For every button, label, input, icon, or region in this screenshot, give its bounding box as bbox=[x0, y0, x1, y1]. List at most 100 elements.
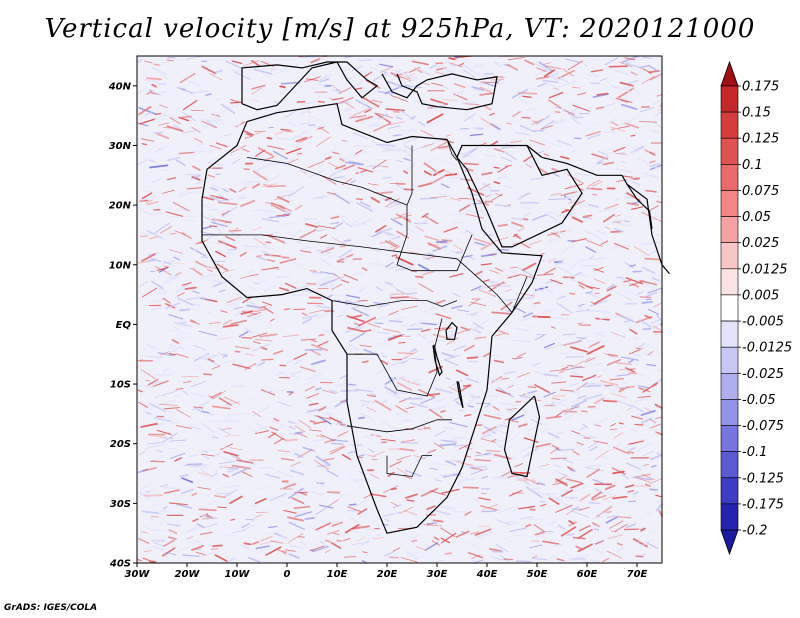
downdraft-streak bbox=[254, 485, 272, 491]
downdraft-streak bbox=[592, 479, 606, 485]
downdraft-streak bbox=[556, 139, 572, 147]
downdraft-streak bbox=[366, 234, 382, 239]
downdraft-streak bbox=[487, 280, 503, 285]
updraft-streak bbox=[433, 442, 445, 450]
downdraft-streak bbox=[628, 114, 640, 123]
sudan-border bbox=[396, 205, 473, 272]
downdraft-streak bbox=[242, 245, 260, 248]
updraft-streak bbox=[399, 506, 413, 514]
updraft-streak bbox=[212, 544, 223, 548]
downdraft-streak bbox=[359, 412, 374, 420]
updraft-streak bbox=[432, 169, 445, 177]
updraft-streak bbox=[234, 227, 239, 231]
downdraft-streak bbox=[540, 285, 554, 295]
updraft-streak bbox=[616, 362, 633, 366]
downdraft-streak bbox=[212, 412, 220, 416]
downdraft-streak bbox=[136, 86, 148, 95]
updraft-streak bbox=[479, 86, 493, 94]
downdraft-streak bbox=[359, 516, 367, 519]
updraft-streak bbox=[308, 402, 319, 406]
updraft-streak bbox=[390, 95, 408, 102]
downdraft-streak bbox=[535, 402, 549, 409]
downdraft-streak bbox=[460, 254, 473, 258]
downdraft-streak bbox=[211, 119, 221, 122]
downdraft-streak bbox=[469, 466, 487, 469]
drc-border bbox=[347, 318, 443, 397]
updraft-streak bbox=[367, 322, 381, 329]
downdraft-streak bbox=[358, 286, 367, 293]
downdraft-streak bbox=[465, 540, 481, 550]
downdraft-streak bbox=[465, 229, 475, 236]
downdraft-streak bbox=[393, 504, 402, 508]
downdraft-streak bbox=[326, 469, 339, 478]
downdraft-streak bbox=[475, 453, 493, 457]
lon-tick-label: 0 bbox=[284, 569, 291, 580]
downdraft-streak bbox=[179, 308, 191, 312]
updraft-streak bbox=[443, 226, 458, 233]
updraft-streak bbox=[577, 543, 593, 553]
updraft-streak bbox=[161, 547, 176, 557]
downdraft-streak bbox=[253, 421, 269, 432]
downdraft-streak bbox=[556, 302, 573, 314]
downdraft-streak bbox=[331, 89, 339, 92]
updraft-streak bbox=[165, 303, 176, 309]
updraft-streak bbox=[424, 235, 440, 242]
lat-tick-label: 40S bbox=[109, 559, 131, 570]
downdraft-streak bbox=[439, 443, 457, 447]
updraft-streak bbox=[522, 218, 529, 221]
updraft-streak bbox=[468, 552, 484, 559]
updraft-streak bbox=[577, 92, 587, 96]
updraft-streak bbox=[594, 293, 612, 305]
downdraft-streak bbox=[504, 70, 510, 74]
downdraft-streak bbox=[294, 431, 304, 435]
downdraft-streak bbox=[457, 516, 467, 520]
downdraft-streak bbox=[288, 487, 304, 499]
downdraft-streak bbox=[151, 177, 163, 183]
updraft-streak bbox=[141, 287, 158, 298]
updraft-streak bbox=[355, 198, 364, 201]
updraft-streak bbox=[474, 336, 487, 339]
updraft-streak bbox=[259, 333, 278, 338]
updraft-streak bbox=[369, 493, 387, 498]
updraft-streak bbox=[628, 280, 645, 287]
updraft-streak bbox=[643, 464, 649, 466]
downdraft-streak bbox=[374, 344, 383, 347]
updraft-streak bbox=[522, 262, 537, 272]
downdraft-streak bbox=[257, 361, 266, 366]
updraft-streak bbox=[560, 155, 570, 160]
downdraft-streak bbox=[354, 169, 365, 177]
downdraft-streak bbox=[638, 372, 645, 377]
downdraft-streak bbox=[296, 284, 311, 290]
updraft-streak bbox=[635, 473, 651, 478]
updraft-streak bbox=[374, 399, 392, 411]
updraft-streak bbox=[562, 68, 574, 77]
downdraft-streak bbox=[235, 393, 241, 396]
updraft-streak bbox=[220, 427, 232, 431]
updraft-streak bbox=[571, 216, 583, 223]
updraft-streak bbox=[310, 339, 318, 343]
colorbar-label: -0.05 bbox=[742, 393, 776, 408]
downdraft-streak bbox=[287, 260, 306, 266]
updraft-streak bbox=[308, 429, 322, 432]
updraft-streak bbox=[585, 131, 601, 137]
downdraft-streak bbox=[475, 412, 485, 420]
downdraft-streak bbox=[543, 391, 556, 398]
downdraft-streak bbox=[434, 462, 451, 466]
downdraft-streak bbox=[419, 197, 437, 200]
downdraft-streak bbox=[352, 132, 369, 140]
downdraft-streak bbox=[190, 392, 207, 398]
downdraft-streak bbox=[141, 195, 157, 201]
downdraft-streak bbox=[582, 62, 589, 67]
updraft-streak bbox=[318, 333, 325, 337]
updraft-streak bbox=[283, 509, 297, 514]
updraft-streak bbox=[414, 67, 423, 74]
downdraft-streak bbox=[546, 347, 552, 351]
downdraft-streak bbox=[569, 382, 579, 387]
updraft-streak bbox=[172, 201, 190, 212]
updraft-streak bbox=[406, 76, 412, 80]
colorbar-segment bbox=[720, 164, 739, 191]
updraft-streak bbox=[231, 145, 247, 154]
updraft-streak bbox=[578, 525, 591, 532]
downdraft-streak bbox=[584, 107, 592, 110]
updraft-streak bbox=[239, 251, 247, 257]
